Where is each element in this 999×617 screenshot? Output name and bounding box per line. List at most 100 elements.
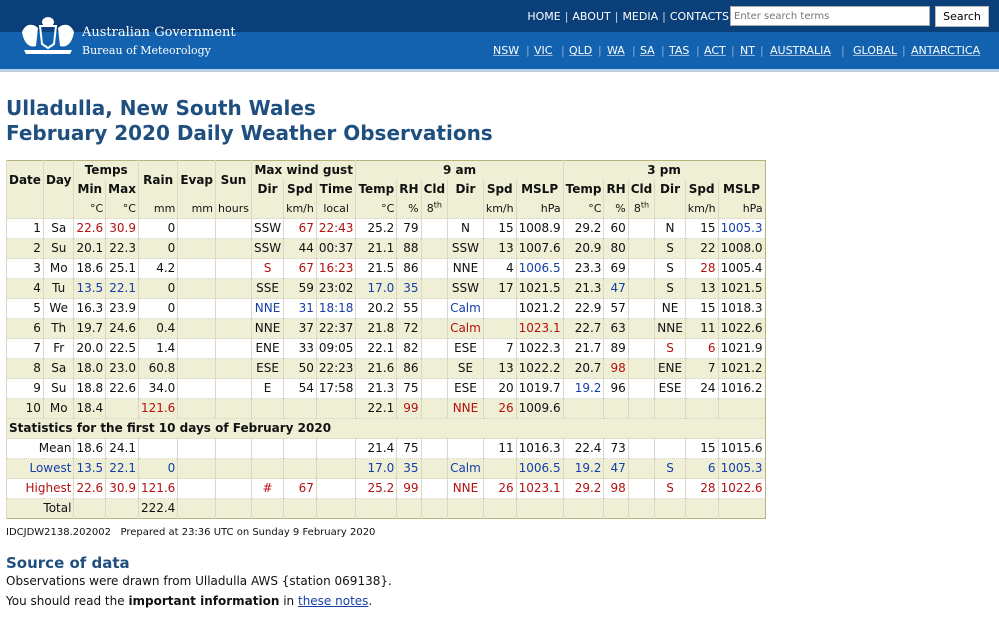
table-cell [482,298,517,319]
table-cell: Su [42,378,74,399]
org-name[interactable]: Australian Government [82,25,236,40]
stats-cell: Highest [5,478,74,499]
table-cell: 18:18 [315,298,356,319]
table-cell [627,358,655,379]
table-cell: 4.2 [137,258,178,279]
table-cell: 23.3 [562,258,604,279]
stats-cell: 47 [603,458,629,479]
notes-link[interactable]: these notes [297,594,369,608]
table-cell: 19.2 [562,378,604,399]
table-cell: 1022.2 [515,358,564,379]
col-am-spd: Spd [482,180,517,199]
table-cell [717,398,766,419]
stats-cell [603,498,629,519]
table-cell: 1018.3 [717,298,766,319]
table-cell: 16.3 [73,298,106,319]
table-cell: 0.4 [137,318,178,339]
nav-act-link[interactable]: ACT [704,44,726,57]
table-cell: SSW [447,278,484,299]
table-cell: 23.9 [105,298,139,319]
table-cell: 7 [482,338,517,359]
table-cell: 1021.5 [717,278,766,299]
table-cell: 60.8 [137,358,178,379]
table-cell: NNE [447,398,484,419]
table-cell [215,398,252,419]
col-pm-mslp: MSLP [717,180,766,199]
stats-cell: S [654,458,686,479]
table-row: 1 Sa 22.6 30.9 0 SSW 67 22:43 25.2 79 N 15 1008.9 29.… [6,218,766,239]
table-cell: 33 [283,338,317,359]
table-cell: 88 [396,238,422,259]
table-cell: 28 [684,258,719,279]
table-cell: 96 [603,378,629,399]
table-cell: 9 [6,378,44,399]
col-9am: 9 am [355,160,564,180]
nav-sa-link[interactable]: SA [640,44,655,57]
table-cell: 50 [283,358,317,379]
table-cell [654,398,686,419]
table-cell: 34.0 [137,378,178,399]
nav-about-link[interactable]: ABOUT [572,10,611,23]
table-cell: N [654,218,686,239]
nav-tas-link[interactable]: TAS [669,44,690,57]
table-cell: SE [447,358,484,379]
table-cell: 22.9 [562,298,604,319]
nav-media-link[interactable]: MEDIA [622,10,659,23]
table-cell: 13 [482,238,517,259]
nav-vic-link[interactable]: VIC [534,44,553,57]
coat-of-arms-logo-icon[interactable] [14,12,82,58]
table-cell: ESE [447,338,484,359]
table-cell: 67 [283,258,317,279]
stats-cell [684,498,719,519]
table-cell: 25.1 [105,258,139,279]
nav-global-link[interactable]: GLOBAL [853,44,898,57]
table-cell [482,318,517,339]
stats-cell: 73 [603,438,629,459]
table-cell [420,278,448,299]
table-cell [177,358,216,379]
table-cell: Sa [42,218,74,239]
table-cell: 2 [6,238,44,259]
stats-cell [137,438,178,459]
search-input[interactable] [730,6,930,26]
table-cell: SSW [250,218,284,239]
nav-home-link[interactable]: HOME [527,10,561,23]
table-cell: S [654,238,686,259]
table-cell: 99 [396,398,422,419]
table-cell [105,398,139,419]
table-cell: 59 [283,278,317,299]
stats-cell [627,498,655,519]
nav-wa-link[interactable]: WA [607,44,625,57]
stats-cell: 22.6 [73,478,106,499]
search-button[interactable]: Search [935,6,989,27]
col-am-dir: Dir [447,180,484,199]
nav-australia-link[interactable]: AUSTRALIA [770,44,831,57]
table-cell [177,378,216,399]
table-cell: 21.7 [562,338,604,359]
table-cell: 18.8 [73,378,106,399]
bureau-name[interactable]: Bureau of Meteorology [82,44,211,57]
table-cell: 22.1 [105,278,139,299]
table-cell: 4 [482,258,517,279]
table-cell: Fr [42,338,74,359]
stats-cell [215,438,252,459]
nav-nt-link[interactable]: NT [740,44,755,57]
nav-contacts-link[interactable]: CONTACTS [669,10,729,23]
table-cell: 0 [137,218,178,239]
stats-cell [717,498,766,519]
nav-nsw-link[interactable]: NSW [493,44,520,57]
table-row: 7 Fr 20.0 22.5 1.4 ENE 33 09:05 22.1 82 ESE 7 1022.3… [6,338,766,359]
stats-cell: 1022.6 [717,478,766,499]
stats-row: Lowest 13.5 22.1 0 17.0 35 Calm 1006.5 19.2 47 S 6 1… [5,458,766,479]
table-cell [627,258,655,279]
table-cell: ESE [250,358,284,379]
table-cell: 69 [603,258,629,279]
table-cell: 24 [684,378,719,399]
stats-cell [315,438,356,459]
table-cell: 22:23 [315,358,356,379]
stats-cell: Calm [447,458,484,479]
stats-cell [177,478,216,499]
nav-qld-link[interactable]: QLD [569,44,593,57]
table-cell: 20.9 [562,238,604,259]
nav-antarctica-link[interactable]: ANTARCTICA [911,44,981,57]
